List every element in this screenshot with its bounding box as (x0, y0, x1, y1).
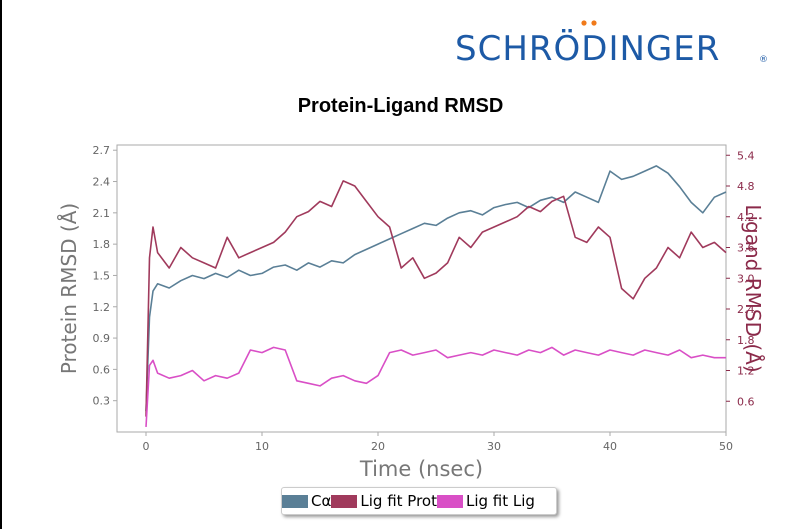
x-tick-label: 40 (603, 440, 617, 453)
y2-tick-label: 5.4 (737, 149, 755, 162)
legend-swatch-calpha (282, 494, 308, 508)
y2-tick-label: 3.6 (737, 242, 755, 255)
x-axis-ticks: 0 10 20 30 40 50 (143, 432, 733, 453)
y-axis-label: Protein RMSD (Å) (57, 203, 81, 374)
y2-tick-label: 1.2 (737, 365, 755, 378)
y2-axis-ticks: 0.6 1.2 1.8 2.4 3.0 3.6 4.2 4.8 5.4 (726, 149, 755, 408)
x-tick-label: 0 (143, 440, 150, 453)
series-line-2 (145, 346, 726, 427)
y-axis-ticks: 0.3 0.6 0.9 1.2 1.5 1.8 2.1 2.4 2.7 (93, 144, 117, 408)
logo-umlaut-dot-left (581, 20, 587, 26)
series-line-1 (145, 180, 727, 417)
y-tick-label: 1.5 (93, 269, 111, 282)
y2-tick-label: 4.8 (737, 180, 755, 193)
x-tick-label: 30 (487, 440, 501, 453)
schrodinger-logo: SCHRÖDINGER ® (455, 20, 768, 69)
y-tick-label: 0.6 (93, 363, 111, 376)
y-tick-label: 1.2 (93, 301, 111, 314)
x-tick-label: 10 (255, 440, 269, 453)
y-tick-label: 0.9 (93, 332, 111, 345)
left-edge-line (0, 0, 2, 529)
x-axis-label: Time (nsec) (359, 457, 483, 481)
x-tick-label: 50 (719, 440, 733, 453)
y-tick-label: 0.3 (93, 395, 111, 408)
legend-item-lig-fit-lig: Lig fit Lig (436, 492, 535, 510)
logo-umlaut-dot-right (591, 20, 597, 26)
series-line-0 (145, 165, 727, 412)
y-tick-label: 1.8 (93, 238, 111, 251)
legend-label-lig-fit-lig: Lig fit Lig (465, 492, 535, 510)
legend-label-lig-fit-prot: Lig fit Prot (360, 492, 437, 510)
legend: Cα Lig fit Prot Lig fit Lig (281, 487, 557, 515)
plot-frame (116, 144, 727, 433)
y2-tick-label: 4.2 (737, 211, 755, 224)
y2-tick-label: 0.6 (737, 395, 755, 408)
legend-item-lig-fit-prot: Lig fit Prot (331, 492, 437, 510)
legend-label-calpha: Cα (311, 492, 332, 510)
y2-tick-label: 2.4 (737, 303, 755, 316)
y2-tick-label: 1.8 (737, 334, 755, 347)
legend-swatch-lig-fit-lig (436, 494, 463, 508)
legend-item-calpha: Cα (282, 492, 331, 510)
chart-title: Protein-Ligand RMSD (297, 95, 504, 117)
x-tick-label: 20 (371, 440, 385, 453)
logo-registered-mark: ® (759, 55, 768, 65)
y-tick-label: 2.1 (93, 207, 111, 220)
legend-swatch-lig-fit-prot (331, 494, 358, 508)
series-lines (145, 165, 727, 427)
y-tick-label: 2.7 (93, 144, 111, 157)
y-tick-label: 2.4 (93, 176, 111, 189)
y2-axis-label: Ligand RMSD (Å) (741, 204, 765, 372)
y2-tick-label: 3.0 (737, 272, 755, 285)
logo-text: SCHRÖDINGER (455, 28, 720, 69)
